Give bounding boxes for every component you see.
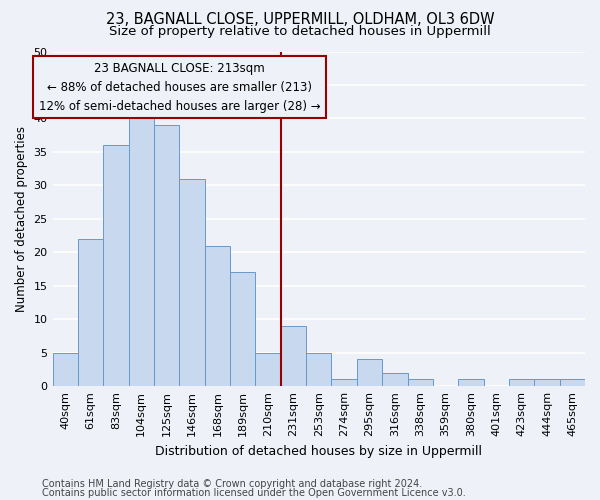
Bar (382, 373, 407, 386)
Bar (357, 360, 382, 386)
Bar (331, 380, 357, 386)
Bar (256, 352, 281, 386)
Text: Contains public sector information licensed under the Open Government Licence v3: Contains public sector information licen… (42, 488, 466, 498)
Bar (154, 125, 179, 386)
X-axis label: Distribution of detached houses by size in Uppermill: Distribution of detached houses by size … (155, 444, 482, 458)
Bar (560, 380, 585, 386)
Bar (281, 326, 306, 386)
Bar (179, 178, 205, 386)
Bar (128, 105, 154, 386)
Bar (230, 272, 256, 386)
Text: Size of property relative to detached houses in Uppermill: Size of property relative to detached ho… (109, 25, 491, 38)
Bar (458, 380, 484, 386)
Text: 23 BAGNALL CLOSE: 213sqm
← 88% of detached houses are smaller (213)
12% of semi-: 23 BAGNALL CLOSE: 213sqm ← 88% of detach… (38, 62, 320, 112)
Bar (205, 246, 230, 386)
Bar (78, 239, 103, 386)
Bar (534, 380, 560, 386)
Bar (103, 145, 128, 386)
Text: 23, BAGNALL CLOSE, UPPERMILL, OLDHAM, OL3 6DW: 23, BAGNALL CLOSE, UPPERMILL, OLDHAM, OL… (106, 12, 494, 28)
Bar (306, 352, 331, 386)
Bar (509, 380, 534, 386)
Bar (53, 352, 78, 386)
Bar (407, 380, 433, 386)
Y-axis label: Number of detached properties: Number of detached properties (15, 126, 28, 312)
Text: Contains HM Land Registry data © Crown copyright and database right 2024.: Contains HM Land Registry data © Crown c… (42, 479, 422, 489)
